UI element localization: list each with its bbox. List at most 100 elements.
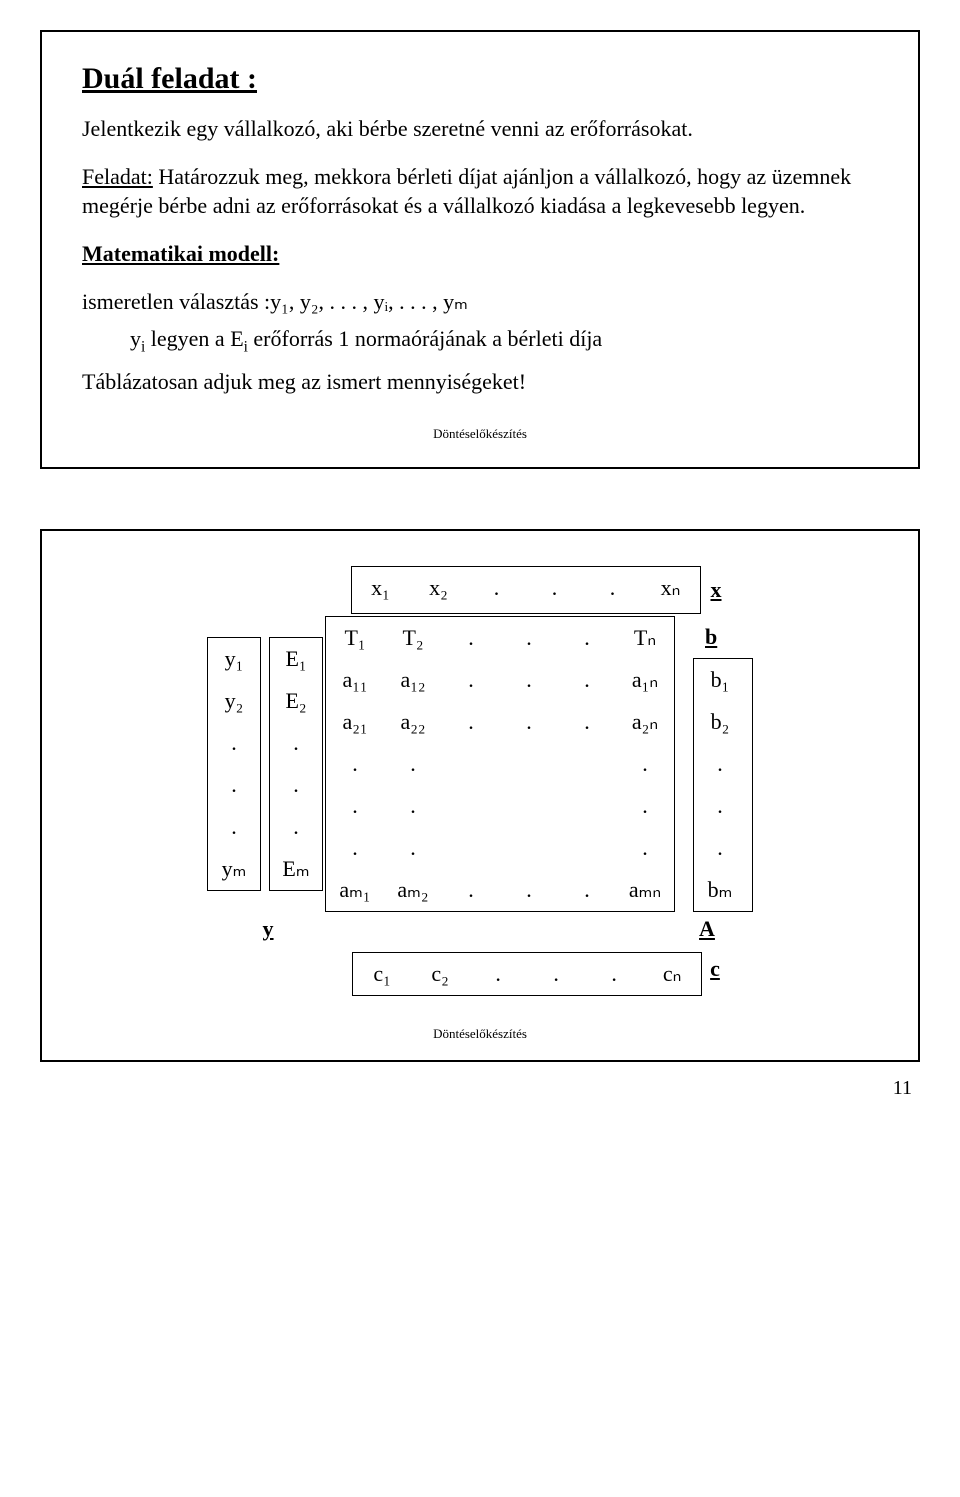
y-dot: . — [208, 722, 260, 764]
x-box: x₁ x₂ . . . xₙ — [351, 566, 701, 614]
c-row-container: c₁ c₂ . . . cₙ c — [240, 942, 720, 996]
a2n: a₂ₙ — [616, 701, 674, 743]
a-dot: . — [500, 701, 558, 743]
y-dot: . — [208, 764, 260, 806]
a-dot: . — [616, 827, 674, 869]
x-label: x — [711, 577, 722, 603]
y-column-box: y₁ y₂ . . . yₘ — [207, 637, 261, 891]
a-dot: . — [384, 785, 442, 827]
feladat-text: Határozzuk meg, mekkora bérleti díjat aj… — [82, 164, 851, 219]
yi-mid: legyen a E — [145, 326, 243, 351]
matrix-layout: x₁ x₂ . . . xₙ x y₁ y₂ . . . yₘ — [82, 566, 878, 996]
b-dot: . — [694, 743, 746, 785]
y-dot: . — [208, 806, 260, 848]
slide1-footer: Döntéselőkészítés — [82, 426, 878, 442]
c-box: c₁ c₂ . . . cₙ — [352, 952, 702, 996]
a-dot: . — [500, 659, 558, 701]
A-row-2: a₂₁ a₂₂ . . . a₂ₙ — [326, 701, 674, 743]
main-block: y₁ y₂ . . . yₘ E₁ E₂ . . . Eₘ — [207, 616, 753, 912]
ismeretlen-line: ismeretlen választás :y₁, y₂, . . . , yᵢ… — [82, 287, 878, 317]
slide-2: x₁ x₂ . . . xₙ x y₁ y₂ . . . yₘ — [40, 529, 920, 1062]
E-dot: . — [270, 806, 322, 848]
x-dot: . — [526, 567, 584, 609]
c-dot: . — [527, 953, 585, 995]
tabla-line: Táblázatosan adjuk meg az ismert mennyis… — [82, 367, 878, 397]
c2: c₂ — [411, 953, 469, 995]
page-number: 11 — [893, 1077, 912, 1100]
cn: cₙ — [643, 953, 701, 995]
T2: T₂ — [384, 617, 442, 659]
E-dot: . — [270, 764, 322, 806]
a-dot: . — [326, 785, 384, 827]
A-row-dot: . . . — [326, 785, 674, 827]
T-dot: . — [500, 617, 558, 659]
a1n: a₁ₙ — [616, 659, 674, 701]
b-column-box: b₁ b₂ . . . bₘ — [693, 658, 753, 912]
a-dot: . — [558, 869, 616, 911]
E-dot: . — [270, 722, 322, 764]
Em: Eₘ — [270, 848, 322, 890]
y2: y₂ — [208, 680, 260, 722]
slide2-footer: Döntéselőkészítés — [82, 1026, 878, 1042]
x1: x₁ — [352, 567, 410, 609]
a12: a₁₂ — [384, 659, 442, 701]
bm: bₘ — [694, 869, 746, 911]
a-dot: . — [558, 701, 616, 743]
E-column-box: E₁ E₂ . . . Eₘ — [269, 637, 323, 891]
amn: aₘₙ — [616, 869, 674, 911]
c-dot: . — [585, 953, 643, 995]
x2: x₂ — [410, 567, 468, 609]
a-dot: . — [442, 701, 500, 743]
A-box: T₁ T₂ . . . Tₙ a₁₁ a₁₂ . . . a₁ₙ a₂₁ — [325, 616, 675, 912]
yi-post: erőforrás 1 normaórájának a bérleti díja — [248, 326, 602, 351]
a-dot: . — [326, 827, 384, 869]
b-label: b — [705, 616, 753, 658]
A-label: A — [699, 916, 715, 942]
a-dot: . — [442, 659, 500, 701]
am1: aₘ₁ — [326, 869, 384, 911]
y1: y₁ — [208, 638, 260, 680]
T1: T₁ — [326, 617, 384, 659]
model-label: Matematikai modell: — [82, 239, 878, 269]
am2: aₘ₂ — [384, 869, 442, 911]
slide1-feladat: Feladat: Határozzuk meg, mekkora bérleti… — [82, 162, 878, 221]
x-dot: . — [468, 567, 526, 609]
Tn: Tₙ — [616, 617, 674, 659]
a-dot: . — [326, 743, 384, 785]
a-dot: . — [616, 785, 674, 827]
a-dot: . — [500, 869, 558, 911]
yi-pre: y — [130, 326, 141, 351]
slide-1: Duál feladat : Jelentkezik egy vállalkoz… — [40, 30, 920, 469]
yi-line: yi legyen a Ei erőforrás 1 normaórájának… — [130, 324, 878, 358]
E1: E₁ — [270, 638, 322, 680]
A-row-1: a₁₁ a₁₂ . . . a₁ₙ — [326, 659, 674, 701]
slide1-title: Duál feladat : — [82, 62, 878, 96]
feladat-label: Feladat: — [82, 164, 153, 189]
a21: a₂₁ — [326, 701, 384, 743]
A-row-dot: . . . — [326, 743, 674, 785]
c1: c₁ — [353, 953, 411, 995]
a-dot: . — [616, 743, 674, 785]
c-label: c — [710, 956, 720, 982]
slide1-intro: Jelentkezik egy vállalkozó, aki bérbe sz… — [82, 114, 878, 144]
xn: xₙ — [642, 567, 700, 609]
A-row-m: aₘ₁ aₘ₂ . . . aₘₙ — [326, 869, 674, 911]
y-A-labels: y A — [245, 916, 715, 942]
T-dot: . — [442, 617, 500, 659]
A-row-dot: . . . — [326, 827, 674, 869]
E2: E₂ — [270, 680, 322, 722]
ym: yₘ — [208, 848, 260, 890]
a11: a₁₁ — [326, 659, 384, 701]
T-dot: . — [558, 617, 616, 659]
x-row: x₁ x₂ . . . xₙ x — [239, 566, 722, 614]
x-dot: . — [584, 567, 642, 609]
a-dot: . — [442, 869, 500, 911]
b1: b₁ — [694, 659, 746, 701]
b-dot: . — [694, 827, 746, 869]
T-row: T₁ T₂ . . . Tₙ — [326, 617, 674, 659]
a-dot: . — [558, 659, 616, 701]
a22: a₂₂ — [384, 701, 442, 743]
b2: b₂ — [694, 701, 746, 743]
a-dot: . — [384, 827, 442, 869]
a-dot: . — [384, 743, 442, 785]
